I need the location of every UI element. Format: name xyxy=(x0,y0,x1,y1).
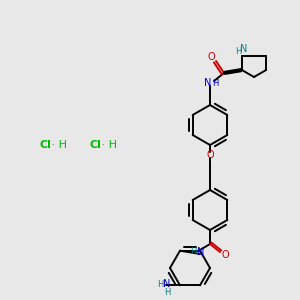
Text: H: H xyxy=(157,280,163,289)
Text: H: H xyxy=(212,79,218,88)
Text: Cl: Cl xyxy=(89,140,101,150)
Text: O: O xyxy=(207,52,215,62)
Text: O: O xyxy=(206,150,214,160)
Text: H: H xyxy=(235,46,241,56)
Text: H: H xyxy=(164,288,170,297)
Text: N: N xyxy=(163,279,171,289)
Text: Cl: Cl xyxy=(39,140,51,150)
Text: O: O xyxy=(221,250,229,260)
Text: · H: · H xyxy=(98,140,118,150)
Text: H: H xyxy=(190,248,196,256)
Text: N: N xyxy=(204,78,212,88)
Text: N: N xyxy=(197,247,205,257)
Text: · H: · H xyxy=(49,140,68,150)
Text: N: N xyxy=(240,44,247,54)
